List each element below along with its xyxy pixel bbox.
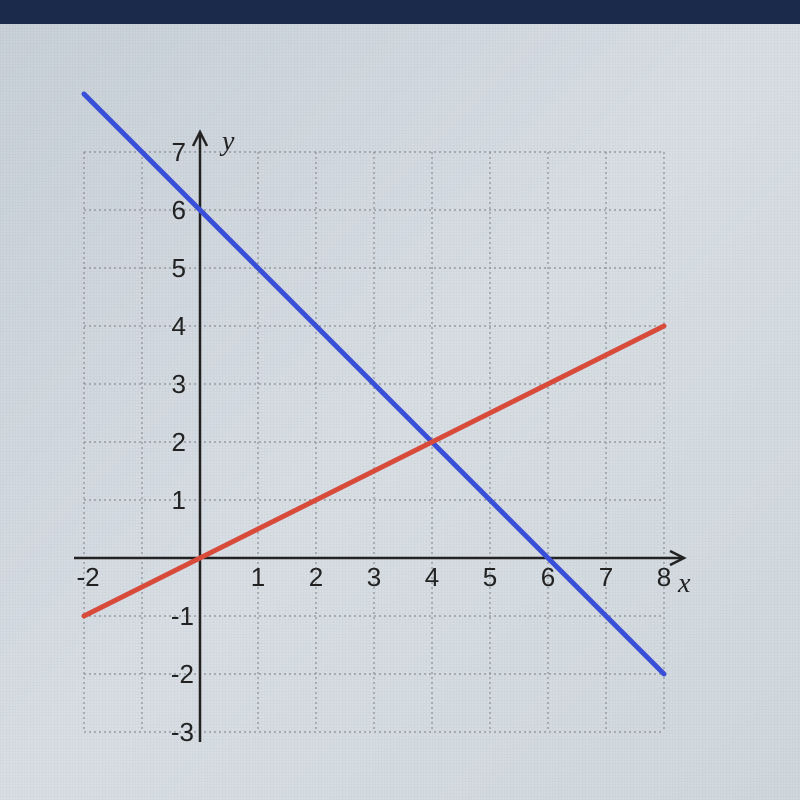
y-tick-label: 1: [172, 485, 186, 515]
y-tick-label: -2: [171, 659, 194, 689]
x-tick-label: 1: [251, 562, 265, 592]
x-tick-label: 2: [309, 562, 323, 592]
y-tick-label: 5: [172, 253, 186, 283]
coordinate-chart: -2123456781234567-1-2-3yx: [40, 80, 760, 780]
x-tick-label: 8: [657, 562, 671, 592]
x-tick-label: 4: [425, 562, 439, 592]
y-tick-label: 4: [172, 311, 186, 341]
top-strip: [0, 0, 800, 24]
y-tick-label: 7: [172, 137, 186, 167]
x-tick-label: 7: [599, 562, 613, 592]
chart-svg: -2123456781234567-1-2-3yx: [40, 80, 760, 780]
y-axis-label: y: [219, 126, 235, 157]
y-tick-label: 2: [172, 427, 186, 457]
y-tick-label: -1: [171, 601, 194, 631]
y-tick-label: -3: [171, 717, 194, 747]
y-tick-label: 3: [172, 369, 186, 399]
x-tick-label: 5: [483, 562, 497, 592]
y-tick-label: 6: [172, 195, 186, 225]
x-tick-label: 3: [367, 562, 381, 592]
x-tick-label: -2: [76, 562, 99, 592]
x-axis-label: x: [677, 568, 691, 599]
